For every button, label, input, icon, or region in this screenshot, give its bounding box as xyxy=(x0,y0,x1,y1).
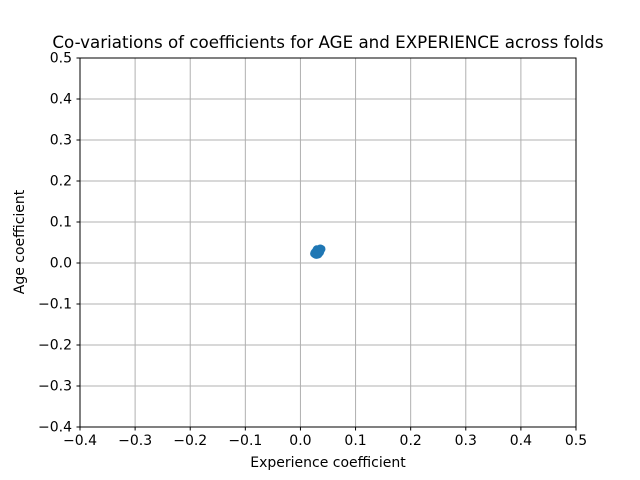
y-tick-label: −0.1 xyxy=(38,297,72,313)
x-tick-label: −0.2 xyxy=(173,433,207,449)
y-tick-label: 0.1 xyxy=(50,215,72,231)
axes-spines xyxy=(79,57,577,428)
x-tick-label: 0.2 xyxy=(400,433,422,449)
y-tick-label: 0.0 xyxy=(50,256,72,272)
y-axis-label: Age coefficient xyxy=(12,189,28,294)
x-axis-label: Experience coefficient xyxy=(250,455,406,471)
axes-frame xyxy=(79,57,577,428)
y-tick-label: −0.2 xyxy=(38,338,72,354)
y-tick-label: 0.5 xyxy=(50,51,72,67)
y-tick-label: −0.4 xyxy=(38,420,72,436)
scatter-point xyxy=(312,250,321,259)
ticks-layer: −0.4 −0.3 −0.2 −0.1 0.0 0.1 0.2 0.3 0.4 0.5 −0.4 −0… xyxy=(38,51,587,450)
x-tick-label: −0.3 xyxy=(118,433,152,449)
x-tick-label: −0.1 xyxy=(228,433,262,449)
y-tick-label: 0.4 xyxy=(50,92,72,108)
scatter-point xyxy=(317,244,326,254)
chart-title: Co-variations of coefficients for AGE an… xyxy=(52,32,603,52)
scatter-points-layer xyxy=(310,244,326,259)
y-tick-label: 0.3 xyxy=(50,133,72,149)
x-tick-label: 0.0 xyxy=(289,433,311,449)
grid-layer xyxy=(79,57,577,428)
x-tick-label: 0.4 xyxy=(510,433,532,449)
x-tick-label: 0.5 xyxy=(565,433,587,449)
x-tick-label: 0.1 xyxy=(344,433,366,449)
y-tick-label: 0.2 xyxy=(50,174,72,190)
y-tick-label: −0.3 xyxy=(38,379,72,395)
x-tick-label: −0.4 xyxy=(63,433,97,449)
x-tick-label: 0.3 xyxy=(455,433,477,449)
